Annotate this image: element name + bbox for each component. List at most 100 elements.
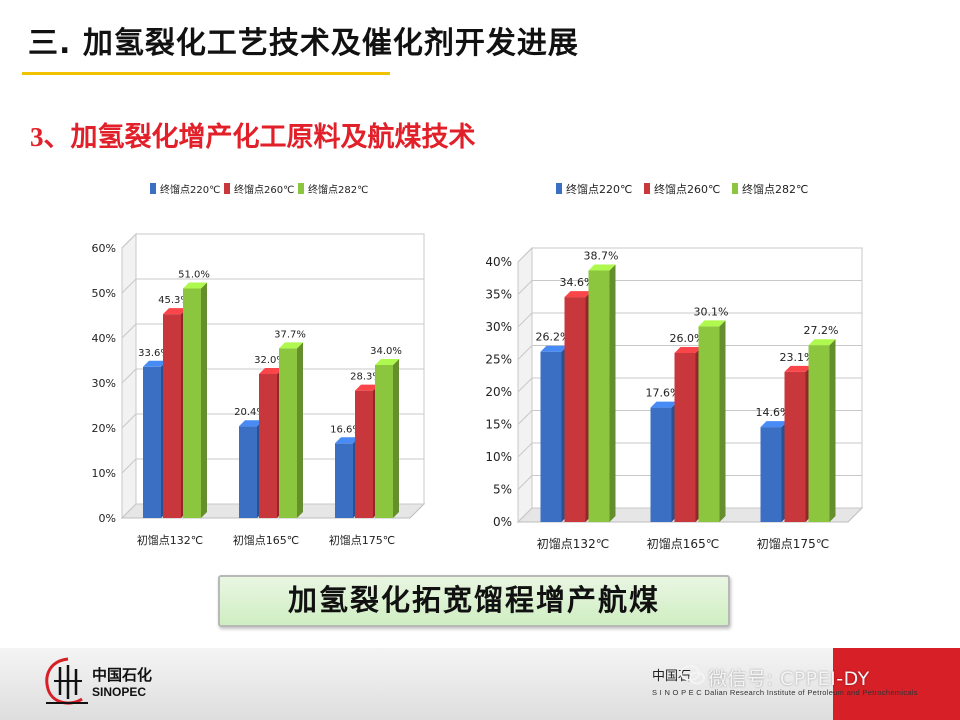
y-tick-label: 35% bbox=[485, 288, 512, 302]
data-label: 45.3% bbox=[158, 295, 190, 306]
data-label: 38.7% bbox=[584, 249, 619, 262]
bar-top bbox=[784, 365, 812, 372]
legend-label: 终馏点220℃ bbox=[566, 182, 632, 196]
chart-right: 终馏点220℃ 终馏点260℃ 终馏点282℃ 0% 5% 10% 15% 20% 25% 30%… bbox=[485, 182, 864, 551]
bar-top bbox=[674, 347, 702, 353]
legend-swatch bbox=[224, 183, 230, 194]
gridline bbox=[517, 475, 862, 490]
legend-label: 终馏点282℃ bbox=[308, 183, 368, 196]
data-label: 37.7% bbox=[274, 329, 306, 340]
data-label: 34.0% bbox=[370, 346, 402, 357]
bar-top bbox=[183, 282, 207, 289]
y-tick-label: 0% bbox=[493, 515, 512, 529]
sinopec-logo-icon bbox=[45, 657, 88, 705]
section-subtitle-text: 加氢裂化增产化工原料及航煤技术 bbox=[70, 122, 476, 153]
logo-text-cn: 中国石化 bbox=[92, 666, 153, 684]
y-tick-label: 0% bbox=[99, 512, 116, 525]
bar bbox=[375, 365, 393, 518]
y-tick-label: 10% bbox=[92, 467, 116, 480]
bar bbox=[674, 353, 696, 522]
legend-label: 终馏点260℃ bbox=[234, 183, 294, 196]
bar bbox=[239, 426, 257, 518]
bar bbox=[183, 288, 201, 518]
y-tick-label: 15% bbox=[485, 418, 512, 432]
x-tick-label: 初馏点175℃ bbox=[757, 537, 829, 551]
data-label: 17.6% bbox=[646, 387, 681, 400]
gridline bbox=[121, 323, 424, 339]
data-label: 23.1% bbox=[780, 351, 815, 364]
legend-label: 终馏点220℃ bbox=[160, 183, 220, 196]
y-tick-label: 10% bbox=[485, 450, 512, 464]
x-tick-label: 初馏点165℃ bbox=[233, 533, 299, 547]
bar-top bbox=[335, 437, 359, 444]
gridline bbox=[517, 247, 862, 263]
institute-name-en: S I N O P E C Dalian Research Institute … bbox=[652, 688, 918, 697]
bar-top bbox=[239, 420, 263, 427]
gridline bbox=[121, 458, 424, 474]
gridline bbox=[121, 413, 424, 429]
legend-label: 终馏点260℃ bbox=[654, 182, 720, 196]
watermark-text: 微信号: CPPEI-DY bbox=[708, 668, 870, 690]
bar bbox=[335, 443, 353, 518]
bar-top bbox=[259, 368, 283, 374]
bar-top bbox=[279, 342, 303, 349]
bar bbox=[143, 366, 161, 518]
bar-top bbox=[540, 345, 568, 352]
y-tick-label: 40% bbox=[92, 332, 116, 345]
title-underline bbox=[22, 72, 390, 75]
bar-top bbox=[698, 320, 726, 327]
gridline bbox=[517, 410, 862, 425]
data-label: 20.4% bbox=[234, 407, 266, 418]
data-label: 34.6% bbox=[560, 276, 595, 289]
y-tick-label: 25% bbox=[485, 353, 512, 367]
y-tick-label: 30% bbox=[92, 377, 116, 390]
x-tick-label: 初馏点165℃ bbox=[647, 537, 719, 551]
legend-swatch bbox=[298, 183, 304, 194]
bar bbox=[784, 371, 806, 522]
x-tick-label: 初馏点175℃ bbox=[329, 533, 395, 547]
bar bbox=[163, 314, 181, 518]
x-tick-label: 初馏点132℃ bbox=[137, 533, 203, 547]
data-label: 51.0% bbox=[178, 270, 210, 281]
chart-left: 终馏点220℃ 终馏点260℃ 终馏点282℃ 0% 10% 20% 30% 40% 50% 60… bbox=[92, 183, 426, 547]
data-label: 33.6% bbox=[138, 348, 170, 359]
section-number: 3、 bbox=[30, 122, 71, 152]
bar-top bbox=[588, 264, 616, 271]
gridline bbox=[517, 312, 862, 328]
bar-top bbox=[355, 384, 379, 391]
gridline bbox=[121, 278, 424, 294]
data-label: 32.0% bbox=[254, 355, 286, 366]
gridline bbox=[517, 442, 862, 458]
bar-side bbox=[719, 320, 726, 522]
bar bbox=[279, 348, 297, 518]
bar-top bbox=[760, 421, 788, 428]
bar bbox=[259, 374, 277, 518]
bar bbox=[650, 407, 672, 522]
bar bbox=[760, 427, 782, 522]
y-tick-label: 30% bbox=[485, 320, 512, 334]
logo-text-en: SINOPEC bbox=[92, 685, 147, 699]
gridline bbox=[121, 368, 424, 384]
bar-side bbox=[829, 339, 836, 522]
footer-bar bbox=[0, 648, 960, 720]
bar-side bbox=[393, 359, 399, 518]
y-tick-label: 20% bbox=[92, 422, 116, 435]
bar-top bbox=[375, 359, 399, 365]
data-label: 28.3% bbox=[350, 372, 382, 383]
gridline bbox=[121, 503, 424, 519]
x-tick-label: 初馏点132℃ bbox=[537, 537, 609, 551]
page-title: 三. 加氢裂化工艺技术及催化剂开发进展 bbox=[28, 26, 579, 61]
bar-side bbox=[609, 264, 616, 522]
bar-top bbox=[163, 308, 187, 315]
footer-red-block bbox=[833, 648, 960, 720]
bar bbox=[564, 297, 586, 522]
bar-top bbox=[650, 401, 678, 408]
legend-swatch bbox=[644, 183, 650, 194]
y-tick-label: 20% bbox=[485, 385, 512, 399]
gridline bbox=[517, 345, 862, 360]
bar-side bbox=[297, 342, 303, 518]
data-label: 26.2% bbox=[536, 331, 571, 344]
gridline bbox=[517, 377, 862, 393]
bar bbox=[698, 326, 720, 522]
